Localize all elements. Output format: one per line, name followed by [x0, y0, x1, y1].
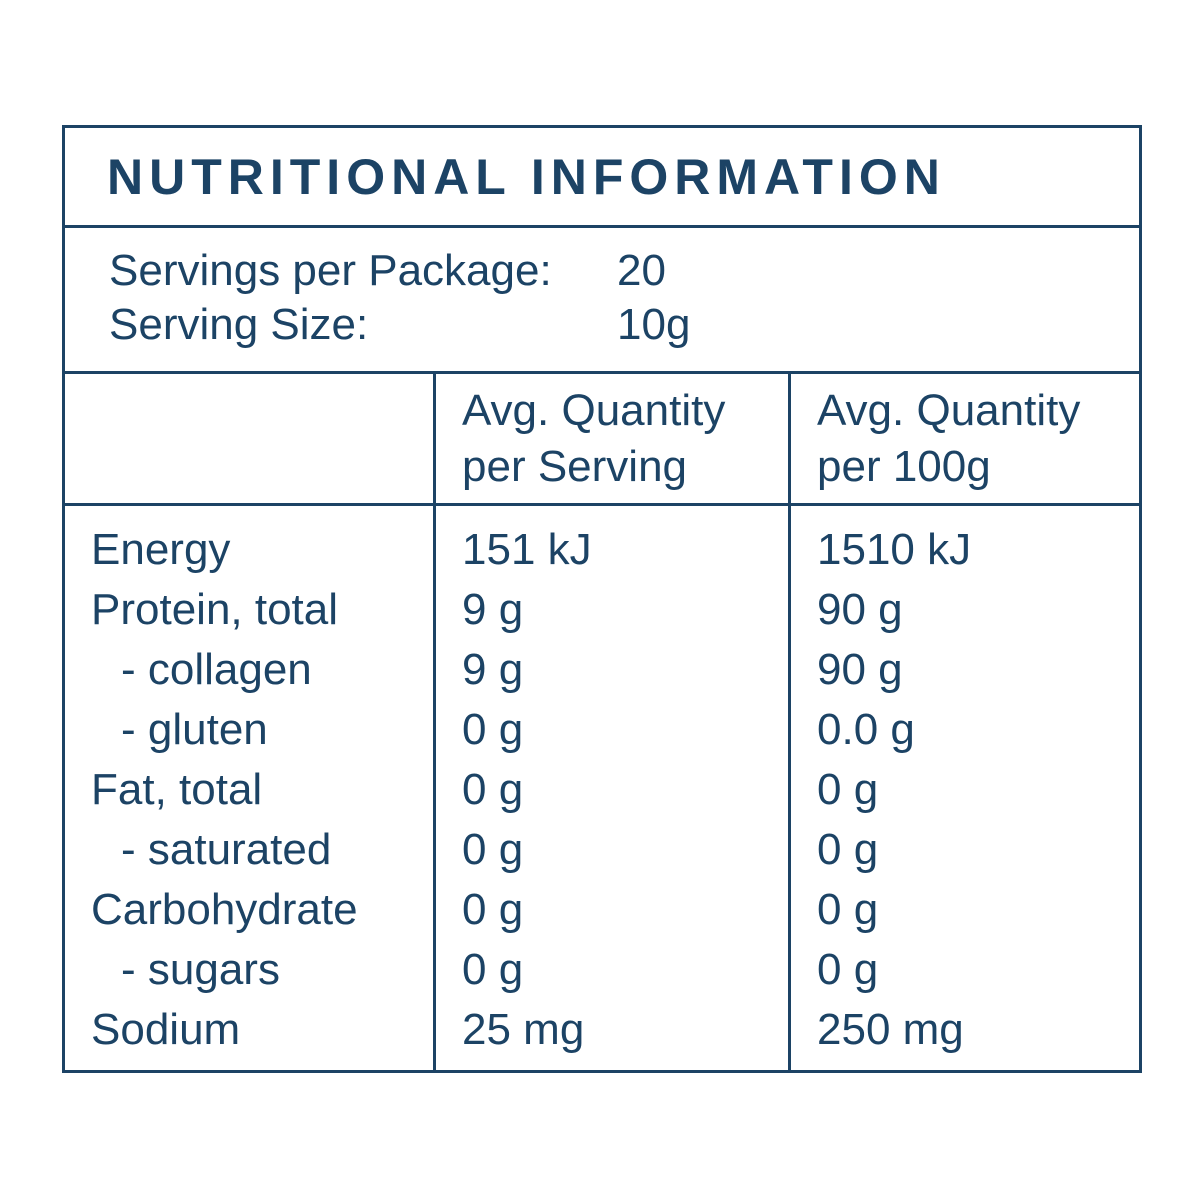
- serving-size-value: 10g: [617, 300, 691, 349]
- table-body: Energy Protein, total - collagen - glute…: [65, 506, 1139, 1070]
- value-per-serving-sodium: 25 mg: [462, 1005, 585, 1054]
- header-empty-cell: [65, 374, 433, 503]
- header-per-serving-line1: Avg. Quantity: [462, 385, 726, 435]
- nutrient-label-energy: Energy: [91, 525, 231, 574]
- value-per-serving-carbohydrate: 0 g: [462, 885, 524, 934]
- value-per-100g-collagen: 90 g: [817, 645, 903, 694]
- nutrition-panel: NUTRITIONAL INFORMATION Servings per Pac…: [62, 125, 1142, 1073]
- nutrient-label-gluten: - gluten: [121, 705, 268, 754]
- header-per-serving-line2: per Serving: [462, 441, 688, 491]
- value-per-serving-sugars: 0 g: [462, 945, 524, 994]
- header-per-100g-line1: Avg. Quantity: [817, 385, 1081, 435]
- nutrient-labels-column: Energy Protein, total - collagen - glute…: [65, 506, 433, 1070]
- nutrient-label-sodium: Sodium: [91, 1005, 241, 1054]
- serving-size-row: Serving Size: 10g: [109, 298, 1139, 352]
- value-per-serving-collagen: 9 g: [462, 645, 524, 694]
- value-per-100g-sodium: 250 mg: [817, 1005, 964, 1054]
- page-title: NUTRITIONAL INFORMATION: [107, 148, 946, 205]
- per-100g-values-column: 1510 kJ 90 g 90 g 0.0 g 0 g 0 g 0 g 0 g …: [788, 506, 1139, 1070]
- value-per-100g-protein: 90 g: [817, 585, 903, 634]
- servings-per-package-label: Servings per Package:: [109, 246, 552, 295]
- header-per-serving: Avg. Quantity per Serving: [433, 374, 788, 503]
- per-serving-values-column: 151 kJ 9 g 9 g 0 g 0 g 0 g 0 g 0 g 25 mg: [433, 506, 788, 1070]
- value-per-serving-saturated: 0 g: [462, 825, 524, 874]
- servings-per-package-row: Servings per Package: 20: [109, 244, 1139, 298]
- header-per-100g-line2: per 100g: [817, 441, 991, 491]
- nutrient-label-protein: Protein, total: [91, 585, 339, 634]
- value-per-100g-gluten: 0.0 g: [817, 705, 915, 754]
- serving-info-section: Servings per Package: 20 Serving Size: 1…: [65, 228, 1139, 374]
- value-per-100g-sugars: 0 g: [817, 945, 879, 994]
- value-per-serving-gluten: 0 g: [462, 705, 524, 754]
- table-header-row: Avg. Quantity per Serving Avg. Quantity …: [65, 374, 1139, 506]
- value-per-100g-carbohydrate: 0 g: [817, 885, 879, 934]
- servings-per-package-value: 20: [617, 246, 666, 295]
- value-per-serving-fat: 0 g: [462, 765, 524, 814]
- nutrient-label-sugars: - sugars: [121, 945, 280, 994]
- value-per-serving-energy: 151 kJ: [462, 525, 592, 574]
- value-per-100g-fat: 0 g: [817, 765, 879, 814]
- serving-size-label: Serving Size:: [109, 300, 369, 349]
- value-per-100g-energy: 1510 kJ: [817, 525, 972, 574]
- nutrient-label-fat: Fat, total: [91, 765, 263, 814]
- panel-title-section: NUTRITIONAL INFORMATION: [65, 128, 1139, 228]
- nutrient-label-saturated: - saturated: [121, 825, 332, 874]
- value-per-100g-saturated: 0 g: [817, 825, 879, 874]
- value-per-serving-protein: 9 g: [462, 585, 524, 634]
- nutrient-label-collagen: - collagen: [121, 645, 312, 694]
- header-per-100g: Avg. Quantity per 100g: [788, 374, 1139, 503]
- nutrient-label-carbohydrate: Carbohydrate: [91, 885, 358, 934]
